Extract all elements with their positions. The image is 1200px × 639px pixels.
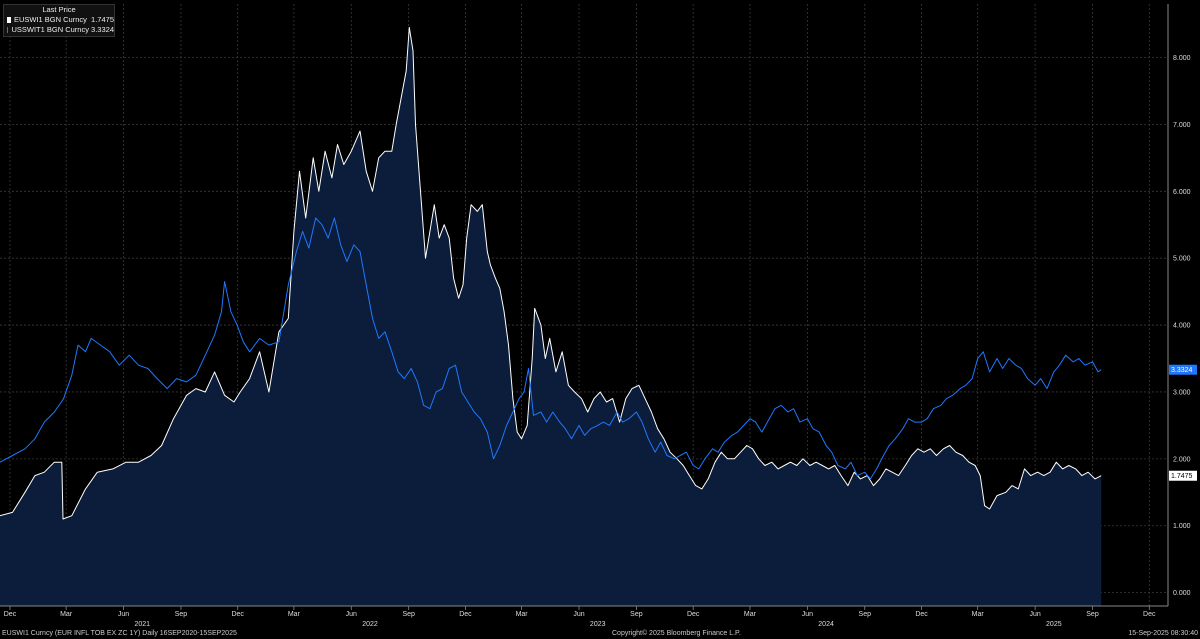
y-tick-label: 5.000 <box>1173 256 1191 263</box>
x-tick-label: Sep <box>630 611 643 618</box>
legend-swatch-white <box>7 17 11 23</box>
area-layer <box>0 27 1102 606</box>
x-tick-label: Jun <box>573 611 584 618</box>
x-year-label: 2023 <box>590 621 606 628</box>
y-tick-label: 7.000 <box>1173 122 1191 129</box>
y-tick-label: 4.000 <box>1173 323 1191 330</box>
legend-item-usswit1: USSWIT1 BGN Curncy 3.3324 <box>4 25 114 35</box>
x-tick-label: Dec <box>4 611 17 618</box>
last-value-label-1: 3.3324 <box>1171 367 1193 374</box>
x-tick-label: Dec <box>231 611 244 618</box>
x-tick-label: Dec <box>915 611 928 618</box>
x-tick-label: Sep <box>175 611 188 618</box>
legend-value: 1.7475 <box>91 15 114 24</box>
legend-swatch-blue <box>7 27 9 33</box>
x-year-label: 2022 <box>362 621 378 628</box>
x-tick-label: Mar <box>972 611 985 618</box>
x-year-label: 2025 <box>1046 621 1062 628</box>
x-tick-label: Sep <box>859 611 872 618</box>
x-year-label: 2024 <box>818 621 834 628</box>
legend-value: 3.3324 <box>91 25 114 34</box>
legend: Last Price EUSWI1 BGN Curncy 1.7475 USSW… <box>3 4 115 37</box>
footer-copyright: Copyright© 2025 Bloomberg Finance L.P. <box>612 630 741 637</box>
x-tick-label: Dec <box>459 611 472 618</box>
x-tick-label: Sep <box>1086 611 1099 618</box>
x-tick-label: Mar <box>744 611 757 618</box>
x-tick-label: Jun <box>346 611 357 618</box>
x-year-label: 2021 <box>134 621 150 628</box>
y-tick-label: 1.000 <box>1173 523 1191 530</box>
last-value-label-0: 1.7475 <box>1171 473 1193 480</box>
line-layer <box>0 26 1102 520</box>
last-value-tag-0 <box>1169 470 1197 481</box>
y-tick-label: 8.000 <box>1173 55 1191 62</box>
legend-label: USSWIT1 BGN Curncy <box>11 25 89 34</box>
x-tick-label: Mar <box>60 611 73 618</box>
x-tick-label: Jun <box>118 611 129 618</box>
x-tick-label: Mar <box>516 611 529 618</box>
x-tick-label: Sep <box>402 611 415 618</box>
x-tick-label: Mar <box>288 611 301 618</box>
x-tick-label: Jun <box>802 611 813 618</box>
series-line-1 <box>0 217 1102 480</box>
x-tick-label: Jun <box>1029 611 1040 618</box>
footer-timestamp: 15-Sep-2025 08:30:40 <box>1128 630 1198 637</box>
axis-layer: 0.000 1.000 2.000 3.000 4.000 5.000 6.000 7.000… <box>0 4 1197 628</box>
series-area-0 <box>0 27 1102 606</box>
legend-title: Last Price <box>42 5 76 14</box>
last-value-tag-1 <box>1169 364 1197 375</box>
footer: EUSWI1 Curncy (EUR INFL TOB EX ZC 1Y) Da… <box>0 628 1200 639</box>
y-tick-label: 2.000 <box>1173 456 1191 463</box>
x-tick-label: Dec <box>687 611 700 618</box>
y-tick-label: 0.000 <box>1173 590 1191 597</box>
legend-item-euswi1: EUSWI1 BGN Curncy 1.7475 <box>4 15 114 25</box>
series-line-0 <box>0 26 1102 520</box>
y-tick-label: 3.000 <box>1173 389 1191 396</box>
legend-label: EUSWI1 BGN Curncy <box>13 15 87 24</box>
x-tick-label: Dec <box>1143 611 1156 618</box>
footer-source: EUSWI1 Curncy (EUR INFL TOB EX ZC 1Y) Da… <box>2 630 237 637</box>
y-tick-label: 6.000 <box>1173 189 1191 196</box>
